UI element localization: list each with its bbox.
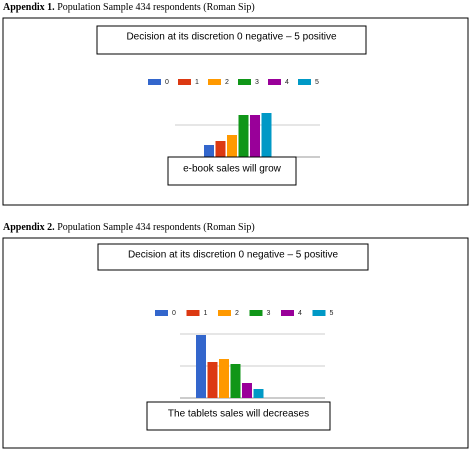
chart-frame <box>2 237 469 449</box>
legend-swatch <box>268 79 281 85</box>
bar <box>253 389 264 398</box>
bar <box>215 141 226 157</box>
legend-label: 2 <box>235 310 239 317</box>
legend-label: 0 <box>165 79 169 86</box>
caption: Appendix 2. Population Sample 434 respon… <box>3 222 255 233</box>
legend-swatch <box>208 79 221 85</box>
legend-label: 1 <box>195 79 199 86</box>
legend-swatch <box>148 79 161 85</box>
chart-frame <box>2 17 469 206</box>
bar <box>242 383 252 398</box>
bar <box>227 135 237 157</box>
bar <box>261 113 272 157</box>
legend-label: 5 <box>315 79 319 86</box>
bar <box>207 362 218 398</box>
chart-panel: Decision at its discretion 0 negative – … <box>2 17 469 206</box>
bar <box>230 364 241 398</box>
x-axis-label: e-book sales will grow <box>183 164 282 175</box>
caption-label: Appendix 1. <box>3 2 55 13</box>
legend-label: 4 <box>298 310 302 317</box>
bar <box>196 335 206 398</box>
legend-label: 3 <box>267 310 271 317</box>
legend-swatch <box>178 79 191 85</box>
legend-swatch <box>249 310 263 316</box>
bar <box>250 115 260 157</box>
legend-label: 2 <box>225 79 229 86</box>
legend-swatch <box>281 310 294 316</box>
legend-swatch <box>298 79 311 85</box>
legend-swatch <box>312 310 326 316</box>
chart-title: Decision at its discretion 0 negative – … <box>128 250 339 261</box>
bar <box>204 145 214 157</box>
title-box <box>96 25 367 55</box>
legend-label: 3 <box>255 79 259 86</box>
xlabel-box <box>146 401 331 431</box>
legend-label: 0 <box>172 310 176 317</box>
legend-swatch <box>238 79 251 85</box>
bar <box>238 115 249 157</box>
legend-swatch <box>218 310 231 316</box>
caption: Appendix 1. Population Sample 434 respon… <box>3 2 255 13</box>
caption-text: Population Sample 434 respondents (Roman… <box>57 2 255 13</box>
legend-label: 5 <box>330 310 334 317</box>
title-box <box>97 243 369 271</box>
x-axis-label: The tablets sales will decreases <box>168 409 309 420</box>
legend-swatch <box>155 310 168 316</box>
legend-label: 4 <box>285 79 289 86</box>
legend-swatch <box>186 310 200 316</box>
chart-title: Decision at its discretion 0 negative – … <box>126 32 337 43</box>
legend-label: 1 <box>204 310 208 317</box>
caption-text: Population Sample 434 respondents (Roman… <box>57 222 255 233</box>
bar <box>219 359 229 398</box>
caption-label: Appendix 2. <box>3 222 55 233</box>
xlabel-box <box>167 156 297 186</box>
